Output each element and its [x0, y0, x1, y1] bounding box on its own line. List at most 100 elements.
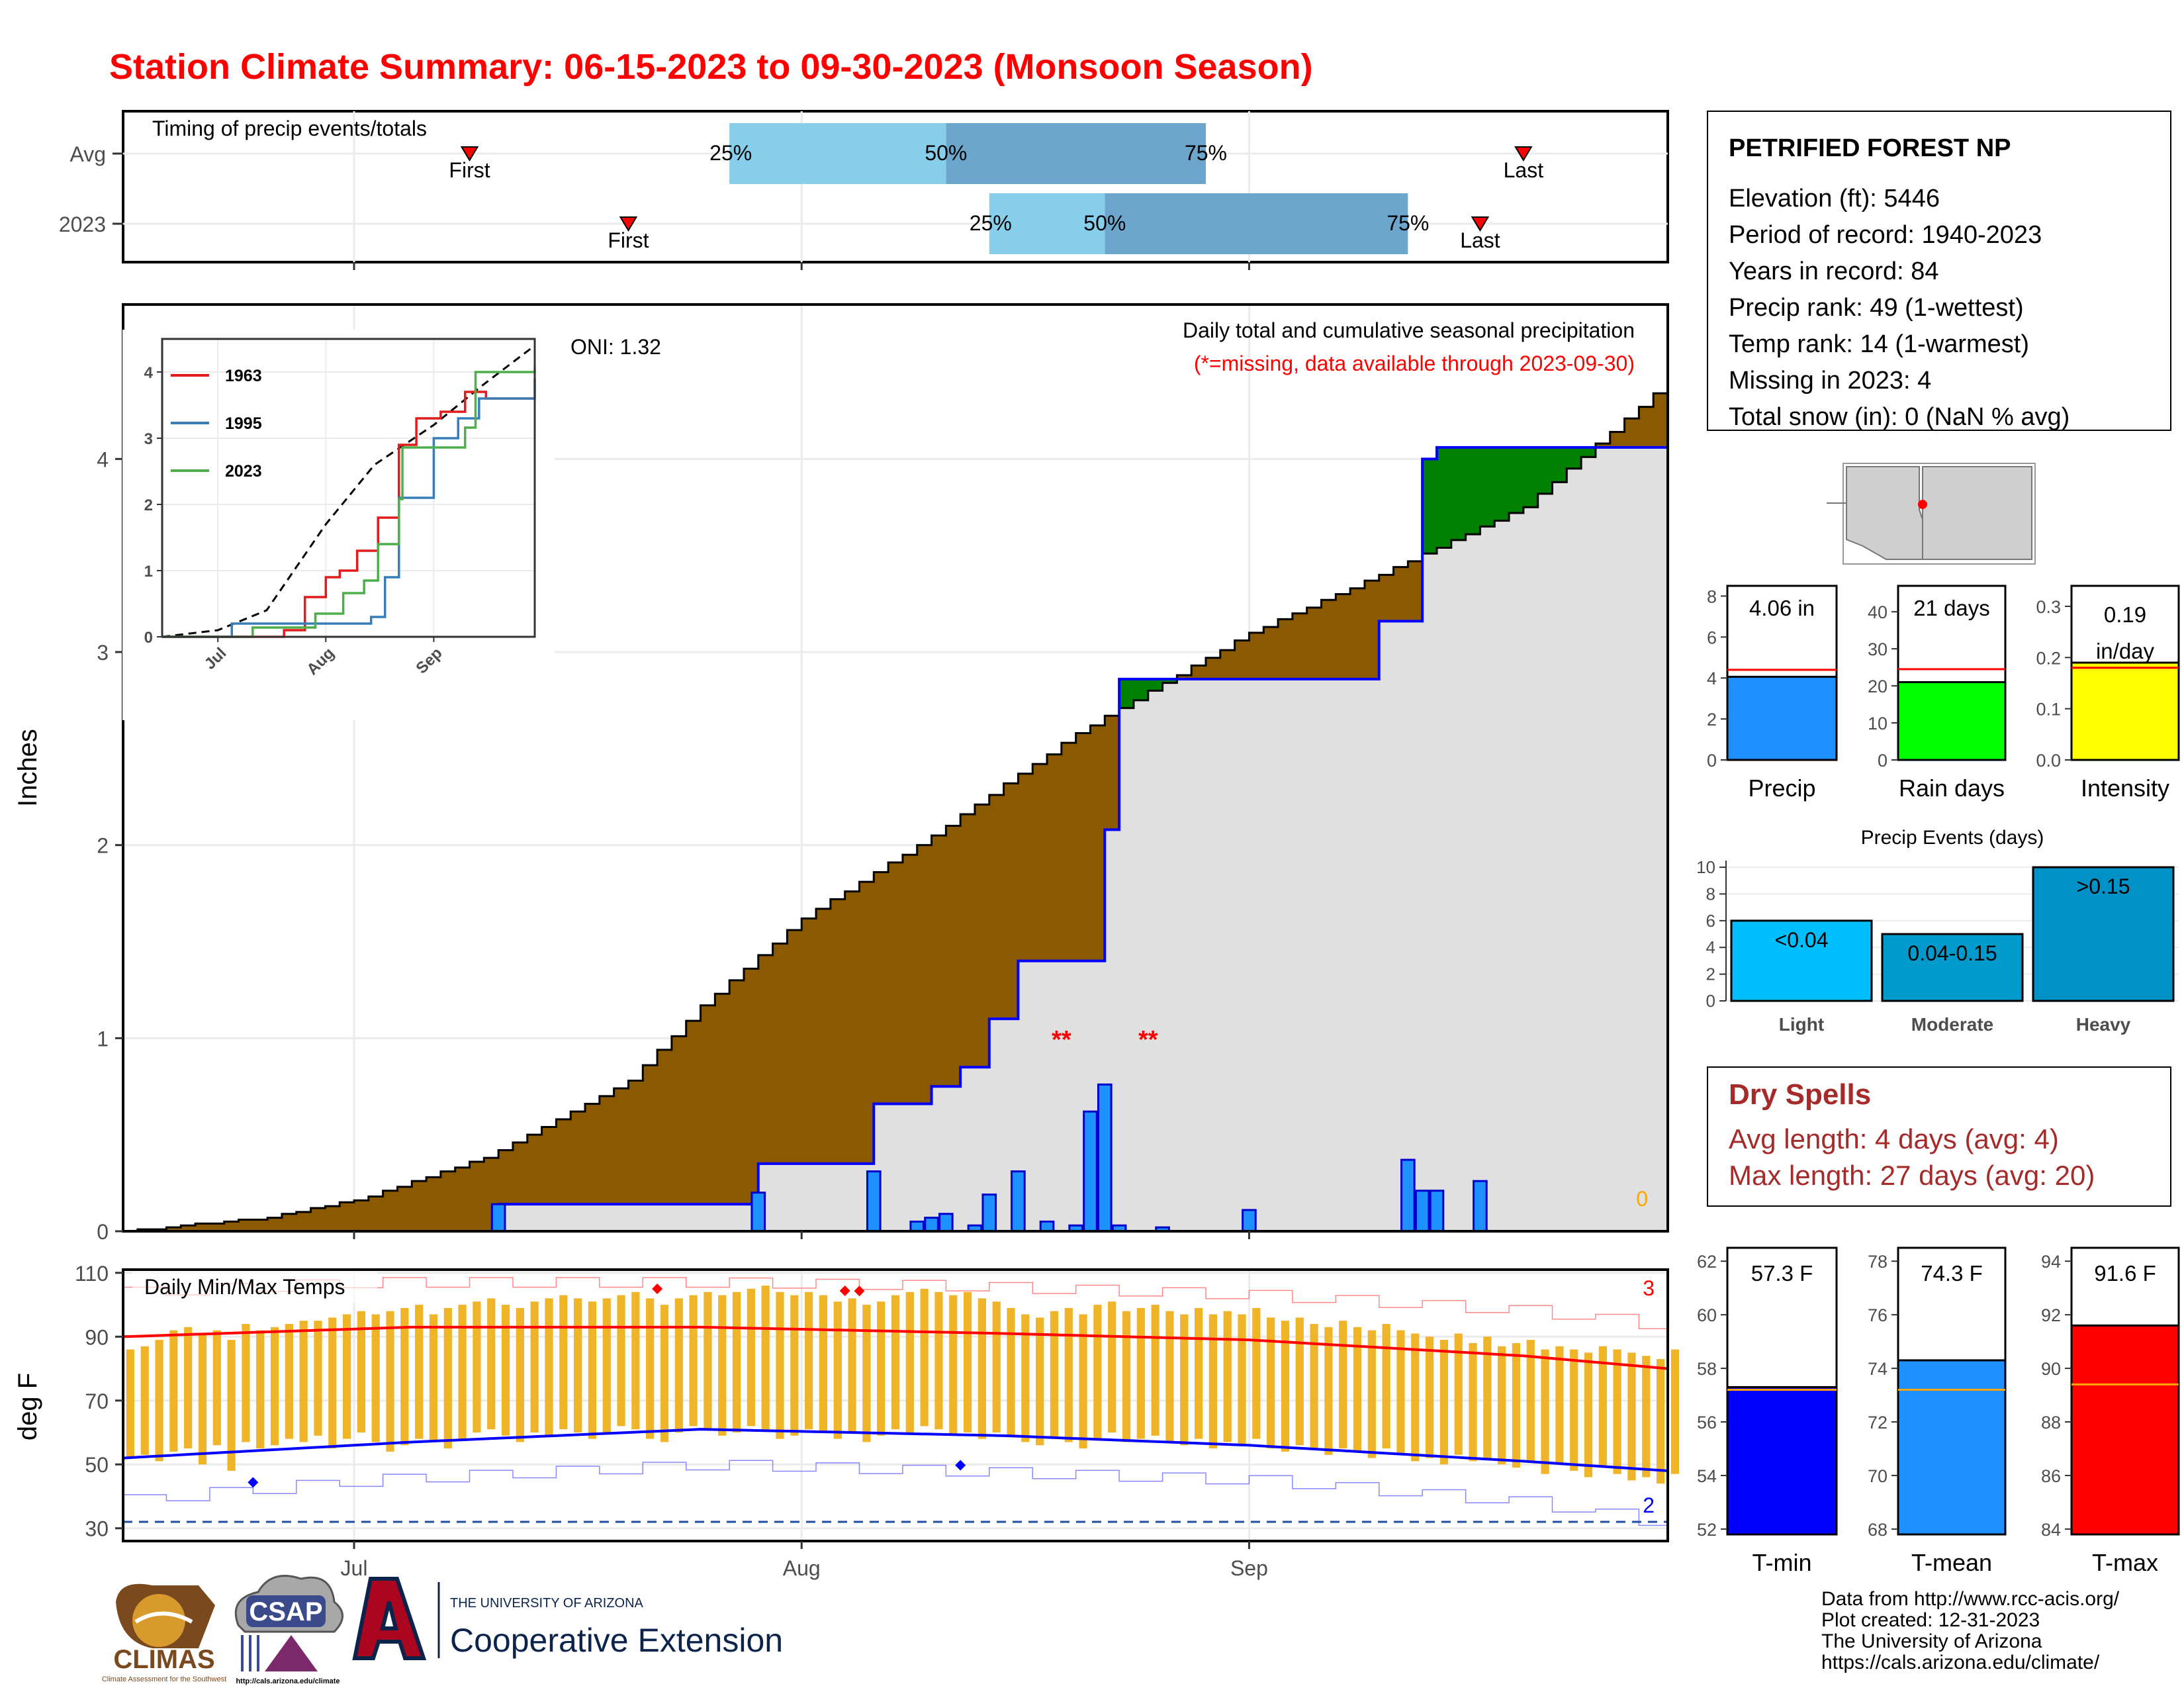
csap-logo-mountain	[265, 1635, 318, 1671]
tmax-mini-bar-tick-label: 94	[2041, 1252, 2061, 1272]
precip-events-tick-label: 10	[1696, 857, 1715, 877]
timing-last-label: Last	[1460, 228, 1500, 252]
daily-temp-range-bar	[1007, 1307, 1015, 1436]
tmin-mini-bar: 52 54 56 58 60 62 57.3 F T-min	[1697, 1246, 1838, 1576]
inset-series-line	[162, 391, 535, 638]
daily-temp-range-bar	[1093, 1305, 1102, 1439]
daily-temp-range-bar	[1512, 1342, 1521, 1468]
tmin-mini-bar-tick-label: 56	[1697, 1413, 1717, 1432]
temp-y-axis-label: deg F	[13, 1373, 42, 1440]
daily-temp-range-bar	[790, 1295, 799, 1436]
tmean-mini-bar-value-bar	[1897, 1359, 2007, 1536]
station-info-frame	[1707, 111, 2171, 431]
dry-spells-frame	[1707, 1066, 2171, 1207]
tmean-mini-bar: 68 70 72 74 76 78 74.3 F T-mean	[1868, 1246, 2007, 1576]
daily-temp-range-bar	[704, 1291, 712, 1430]
precip-events-bar-label: >0.15	[2077, 874, 2130, 898]
daily-temp-range-bar	[342, 1314, 351, 1439]
daily-temp-range-bar	[992, 1301, 1001, 1432]
daily-temp-range-bar	[443, 1307, 452, 1449]
timing-p50-label: 50%	[1083, 211, 1126, 235]
dry-spells-avg: Avg length: 4 days (avg: 4)	[1729, 1123, 2059, 1154]
daily-temp-range-bar	[1108, 1301, 1116, 1432]
new-mexico-shape	[1922, 466, 2032, 560]
timing-bar-25-50	[989, 193, 1105, 254]
daily-temp-range-bar	[1613, 1349, 1621, 1474]
daily-temp-range-bar	[1036, 1317, 1044, 1446]
precip-mini-bar-value-label: 4.06 in	[1749, 596, 1815, 620]
timing-p50-label: 50%	[925, 141, 967, 165]
station-info-line: Years in record: 84	[1729, 258, 1939, 285]
daily-precip-bar	[751, 1192, 766, 1233]
station-name: PETRIFIED FOREST NP	[1729, 134, 2011, 162]
tmax-mini-bar-tick-label: 92	[2041, 1305, 2061, 1325]
daily-temp-range-bar	[429, 1314, 438, 1442]
record-max-count: 3	[1643, 1276, 1655, 1300]
station-info-line: Total snow (in): 0 (NaN % avg)	[1729, 403, 2070, 431]
timing-first-marker	[460, 146, 479, 162]
tmax-mini-bar-value-bar	[2070, 1324, 2180, 1536]
tmean-mini-bar-tick-label: 76	[1868, 1305, 1888, 1325]
daily-temp-range-bar	[400, 1307, 409, 1446]
daily-temp-range-bar	[501, 1305, 510, 1436]
daily-temp-range-bar	[848, 1298, 856, 1432]
daily-precip-bar	[909, 1220, 925, 1233]
daily-temp-range-bar	[1670, 1349, 1680, 1474]
inset-legend-label: 1963	[225, 367, 262, 385]
daily-temp-range-bar	[660, 1305, 669, 1442]
precip-mini-bar-tick-label: 0	[1707, 751, 1717, 771]
daily-temp-range-bar	[1223, 1311, 1232, 1442]
rain-days-mini-bar-value-bar	[1897, 680, 2007, 761]
daily-temp-range-bar	[1353, 1327, 1362, 1452]
precip-corner-value: 0	[1636, 1187, 1648, 1211]
daily-temp-range-bar	[1339, 1321, 1347, 1449]
daily-temp-range-bar	[1396, 1330, 1405, 1455]
precip-events-category: Light	[1779, 1014, 1824, 1035]
precip-y-tick-label: 2	[97, 834, 109, 858]
timing-last-marker	[1514, 146, 1533, 162]
record-high-marker	[839, 1285, 850, 1296]
daily-temp-range-bar	[415, 1305, 424, 1439]
daily-precip-bar	[1011, 1170, 1026, 1233]
daily-precip-bar	[981, 1194, 997, 1233]
station-info-line: Period of record: 1940-2023	[1729, 221, 2042, 249]
intensity-mini-bar-value-label: 0.19	[2104, 602, 2146, 627]
daily-temp-range-bar	[689, 1295, 698, 1427]
daily-temp-range-bar	[1598, 1346, 1607, 1468]
daily-temp-range-bar	[256, 1330, 265, 1449]
climas-logo-text: CLIMAS	[113, 1645, 214, 1674]
rain-days-mini-bar-tick-label: 20	[1868, 677, 1888, 696]
precip-events-bar	[2032, 866, 2175, 1002]
tmax-mini-bar-tick-label: 88	[2041, 1413, 2061, 1432]
precip-events-bar	[1730, 919, 1873, 1002]
daily-precip-bar	[924, 1217, 939, 1233]
daily-temp-range-bar	[1483, 1336, 1492, 1458]
precip-mini-bar: 0 2 4 6 8 4.06 in Precip	[1707, 585, 1838, 802]
temp-x-tick-label: Sep	[1230, 1556, 1268, 1580]
dry-spells-title: Dry Spells	[1729, 1078, 1871, 1111]
daily-temp-range-bar	[978, 1298, 986, 1439]
daily-temp-range-bar	[1425, 1336, 1434, 1458]
credit-line: Plot created: 12-31-2023	[1821, 1609, 2040, 1631]
daily-temp-range-bar	[1570, 1349, 1578, 1471]
daily-temp-range-bar	[1122, 1311, 1131, 1442]
intensity-mini-bar-tick-label: 0.1	[2036, 700, 2061, 720]
tmax-mini-bar: 84 86 88 90 92 94 91.6 F T-max	[2041, 1246, 2180, 1576]
daily-temp-range-bar	[155, 1340, 163, 1462]
daily-temp-range-bar	[212, 1330, 221, 1446]
tmax-mini-bar-tick-label: 90	[2041, 1359, 2061, 1379]
record-high-marker	[854, 1286, 865, 1297]
daily-temp-range-bar	[1627, 1352, 1636, 1481]
csap-logo-banner	[246, 1595, 326, 1627]
daily-temp-range-bar	[198, 1333, 207, 1465]
temp-panel-label: Daily Min/Max Temps	[144, 1275, 345, 1299]
climas-logo-sun	[132, 1594, 185, 1647]
temp-y-tick-label: 110	[75, 1262, 109, 1286]
daily-temp-range-bar	[1411, 1333, 1420, 1462]
inset-y-tick-label: 2	[144, 496, 153, 514]
timing-first-label: First	[608, 228, 649, 252]
daily-temp-range-bar	[1180, 1314, 1189, 1446]
tmin-mini-bar-value-bar	[1726, 1385, 1838, 1536]
inset-y-tick-label: 1	[144, 563, 153, 581]
daily-precip-bar	[1083, 1110, 1098, 1233]
